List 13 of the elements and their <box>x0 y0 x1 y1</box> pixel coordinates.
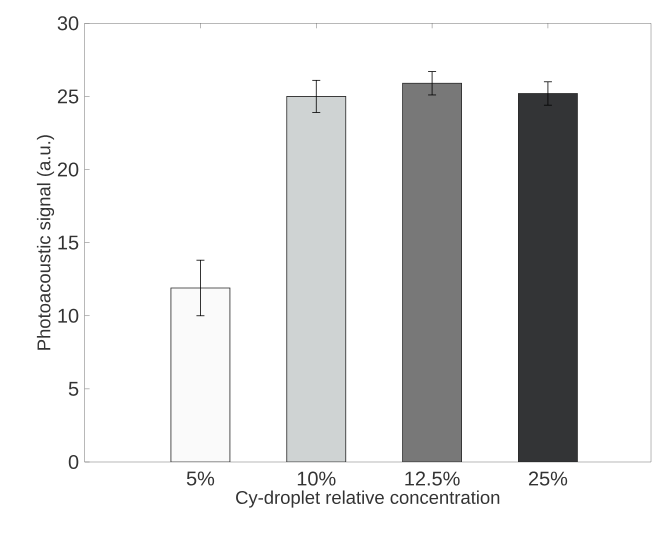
y-tick-label: 15 <box>58 236 78 250</box>
y-tick-label: 10 <box>58 308 78 323</box>
y-tick-label: 5 <box>68 382 78 396</box>
x-tick-label: 12.5% <box>405 472 460 486</box>
x-tick-label: 25% <box>528 472 568 486</box>
x-tick-label: 10% <box>298 472 336 486</box>
y-axis-title: Photoacoustic signal (a.u.) <box>36 135 54 350</box>
x-axis-title: Cy-droplet relative concentration <box>236 490 500 508</box>
y-tick-label: 20 <box>58 162 78 177</box>
y-tick-label: 30 <box>58 16 78 30</box>
x-tick-label: 5% <box>186 472 214 486</box>
y-tick-label: 0 <box>68 454 78 470</box>
y-tick-label: 25 <box>58 89 78 104</box>
